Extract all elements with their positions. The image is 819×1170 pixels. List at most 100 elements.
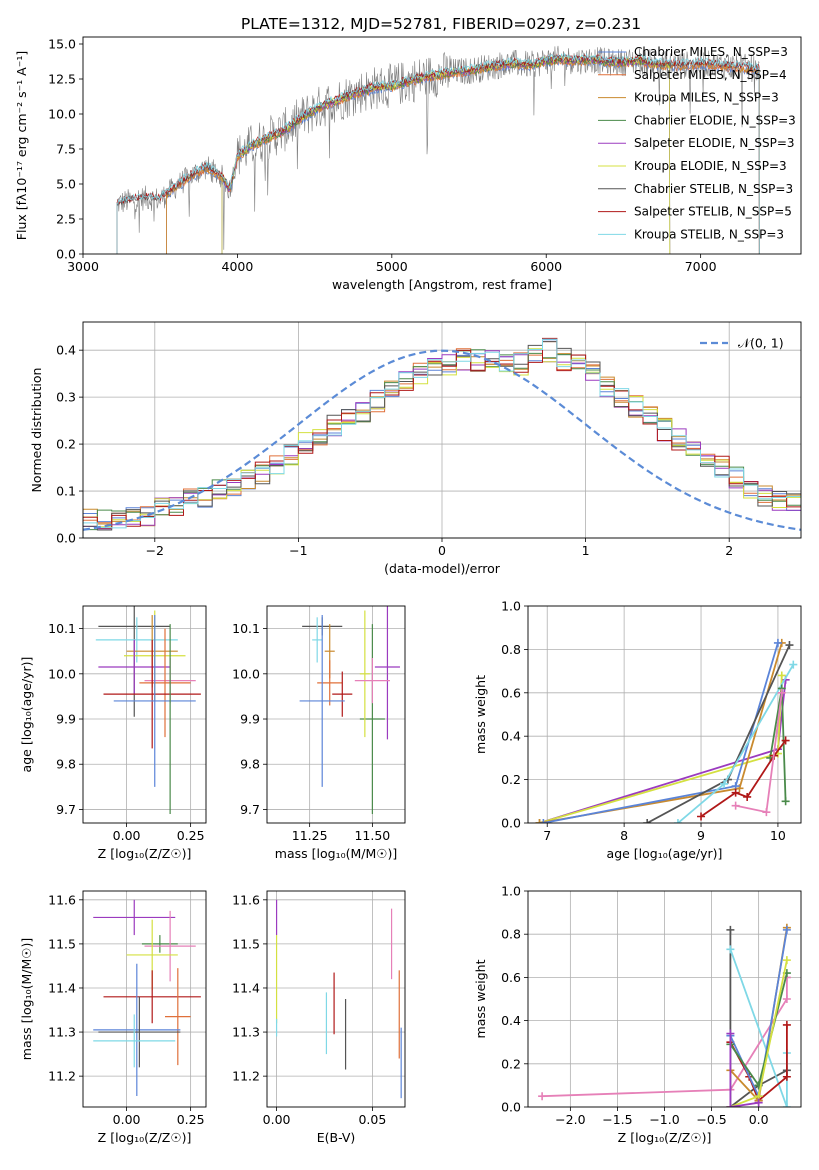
axes-frame — [82, 36, 802, 255]
y-tick-label: 0.6 — [501, 685, 521, 700]
weight-marker — [785, 641, 794, 650]
y-tick-label: 11.5 — [48, 936, 76, 951]
axes-frame — [82, 890, 207, 1108]
errorbar-point — [113, 615, 196, 787]
weight-marker — [789, 660, 798, 669]
x-tick-label: 6000 — [530, 259, 562, 274]
weight-marker — [762, 808, 771, 817]
legend-label: Chabrier STELIB, N_SSP=3 — [634, 182, 793, 196]
weight-marker — [781, 797, 790, 806]
mass_vs_ebv-panel: 0.00 0.05 11.2 11.3 11.4 11.5 11.6 E(B-V) — [232, 890, 406, 1145]
x-tick-label: 1 — [582, 543, 590, 558]
y-tick-label: 1.0 — [501, 599, 521, 614]
weight-marker — [720, 779, 729, 788]
weight-marker — [782, 956, 791, 965]
errorbar-point — [299, 615, 345, 787]
weight_vs_z-panel: −2.0 −1.5 −1.0 −0.5 0.0 0.0 0.2 0.4 0.6 0.8 1.0 Z [… — [473, 884, 802, 1145]
mass_vs_z-grid — [83, 891, 206, 1107]
y-axis-label: Normed distribution — [29, 368, 44, 493]
x-axis-label: (data-model)/error — [384, 561, 501, 576]
weight-marker — [782, 1020, 791, 1029]
y-tick-label: 2.5 — [56, 212, 76, 227]
weight-marker — [782, 995, 791, 1003]
legend-label: Salpeter MILES, N_SSP=4 — [634, 68, 787, 82]
x-axis-label: age [log₁₀(age/yr)] — [607, 846, 723, 861]
legend-label: Chabrier ELODIE, N_SSP=3 — [634, 113, 796, 127]
x-axis-label: Z [log₁₀(Z/Z☉)] — [98, 846, 192, 861]
axes-frame — [82, 321, 802, 539]
errorbar-point — [93, 1014, 176, 1068]
x-tick-label: 0.00 — [113, 828, 141, 843]
spectrum-legend: Chabrier MILES, N_SSP=3 Salpeter MILES, N… — [598, 45, 796, 241]
y-tick-label: 10.0 — [48, 107, 76, 122]
x-tick-label: 2 — [725, 543, 733, 558]
weight-series-line — [542, 977, 788, 1098]
weight-marker — [782, 925, 791, 934]
y-tick-label: 12.5 — [48, 72, 76, 87]
y-tick-label: 11.4 — [48, 980, 76, 995]
errorbar-point — [139, 628, 191, 738]
errorbar-point — [93, 899, 176, 936]
y-axis-label: age [log₁₀(age/yr)] — [19, 657, 34, 773]
axes-frame — [266, 605, 406, 824]
weight-marker — [782, 1103, 791, 1107]
weight-marker — [643, 819, 652, 823]
legend-label: 𝒩(0, 1) — [738, 336, 784, 351]
weight_vs_age-panel: 7 8 9 10 0.0 0.2 0.4 0.6 0.8 1.0 age [log₁₀(age/yr… — [473, 599, 802, 861]
legend-label: Salpeter STELIB, N_SSP=5 — [634, 205, 792, 219]
legend-label: Kroupa STELIB, N_SSP=3 — [634, 227, 784, 241]
y-tick-label: 10.0 — [232, 666, 260, 681]
salpeter-elodie-model-line — [221, 56, 671, 254]
y-tick-label: 0.3 — [56, 390, 76, 405]
spectrum-title: PLATE=1312, MJD=52781, FIBERID=0297, z=0… — [241, 15, 641, 33]
legend-label: Kroupa MILES, N_SSP=3 — [634, 91, 779, 105]
y-axis-label: mass weight — [473, 959, 488, 1038]
weight-marker — [773, 638, 782, 647]
weight-marker — [731, 788, 740, 797]
legend-label: Salpeter ELODIE, N_SSP=3 — [634, 136, 795, 150]
observed-spectrum-line — [116, 45, 760, 250]
y-tick-label: 9.8 — [240, 757, 260, 772]
y-tick-label: 10.1 — [232, 621, 260, 636]
y-axis-label: mass [log₁₀(M/M☉)] — [19, 938, 34, 1060]
axes-frame — [527, 890, 802, 1108]
age_vs_z-grid — [83, 606, 206, 823]
weight-marker — [726, 925, 735, 934]
weight-series-line — [729, 929, 788, 1107]
errorbar-point — [93, 963, 181, 1096]
kroupa-stelib-model-line — [116, 52, 760, 254]
y-tick-label: 9.7 — [56, 802, 76, 817]
axes-frame — [527, 605, 802, 824]
x-tick-label: 0.05 — [358, 1112, 386, 1127]
errorbar-point — [144, 910, 196, 982]
x-tick-label: −1.0 — [649, 1112, 679, 1127]
x-tick-label: 10 — [770, 828, 786, 843]
x-tick-label: 0.0 — [749, 1112, 769, 1127]
y-tick-label: 11.5 — [232, 936, 260, 951]
y-tick-label: 0.0 — [501, 816, 521, 831]
y-axis-label: Flux [fλ10⁻¹⁷ erg cm⁻² s⁻¹ A⁻¹] — [14, 51, 29, 240]
residuals-legend: 𝒩(0, 1) — [700, 336, 784, 351]
x-tick-label: −1 — [289, 543, 307, 558]
kroupa-miles-model-line — [166, 56, 760, 254]
axes-frame — [266, 890, 406, 1108]
y-tick-label: 0.2 — [501, 1056, 521, 1071]
y-tick-label: 11.6 — [232, 892, 260, 907]
weight-marker — [539, 819, 548, 823]
errorbar-point — [103, 970, 201, 1024]
x-tick-label: −1.5 — [602, 1112, 632, 1127]
errorbar-point — [359, 624, 385, 814]
y-tick-label: 15.0 — [48, 37, 76, 52]
y-tick-label: 11.3 — [48, 1025, 76, 1040]
weight-marker — [673, 819, 682, 823]
y-tick-label: 11.4 — [232, 980, 260, 995]
x-tick-label: −2.0 — [555, 1112, 585, 1127]
y-tick-label: 9.9 — [240, 712, 260, 727]
x-tick-label: 3000 — [67, 259, 99, 274]
y-tick-label: 9.9 — [56, 712, 76, 727]
y-tick-label: 9.7 — [240, 802, 260, 817]
kroupa-elodie-model-line — [221, 54, 671, 254]
age_vs_z-panel: 0.00 0.25 9.7 9.8 9.9 10.0 10.1 Z [log₁₀(Z/Z☉)]… — [19, 605, 207, 861]
errorbar-point — [103, 639, 201, 749]
x-axis-label: wavelength [Angstrom, rest frame] — [332, 277, 552, 292]
